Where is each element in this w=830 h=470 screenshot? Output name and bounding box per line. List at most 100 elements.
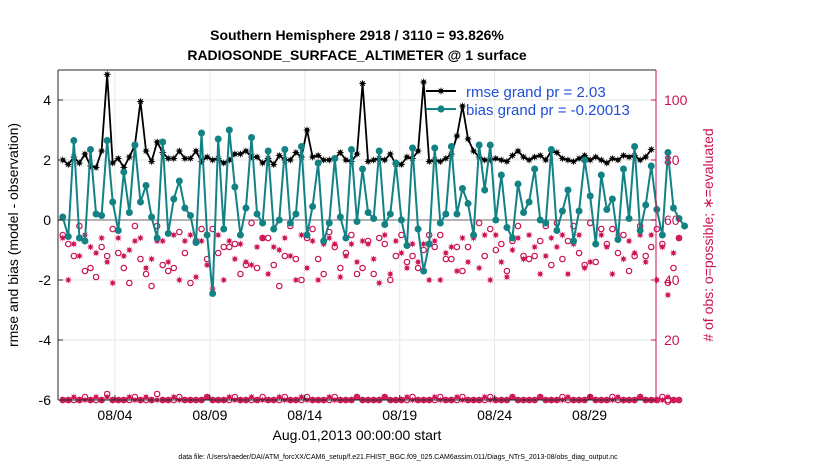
obs-evaluated-point [325, 234, 334, 242]
obs-possible-point [492, 246, 500, 254]
bias-point [109, 198, 117, 206]
bias-point [59, 213, 67, 221]
obs-possible-point [481, 252, 488, 260]
x-axis-ticks: 08/04 08/09 08/14 08/19 08/24 08/29 [97, 395, 607, 423]
bias-point [331, 155, 339, 162]
obs-evaluated-point [242, 258, 250, 266]
bias-point [636, 227, 644, 234]
rmse-point [97, 147, 106, 155]
rmse-point [380, 156, 389, 164]
y-tick-label-right: 60 [664, 212, 680, 228]
obs-evaluated-point [436, 276, 445, 284]
obs-evaluated-point [480, 231, 489, 239]
rmse-point [608, 154, 617, 163]
obs-evaluated-point [214, 231, 222, 239]
rmse-point [613, 156, 622, 164]
rmse-point [358, 79, 367, 88]
bias-series [59, 126, 689, 297]
bias-point [520, 209, 528, 216]
bias-point [186, 212, 194, 219]
bias-point [570, 237, 578, 245]
rmse-point [414, 147, 423, 155]
obs-possible-point [87, 264, 94, 272]
obs-possible-point [348, 231, 355, 239]
obs-possible-point [359, 264, 366, 272]
rmse-point [647, 145, 656, 154]
obs-evaluated-point [530, 243, 539, 251]
bias-point [681, 222, 689, 230]
bias-point [347, 146, 355, 153]
rmse-point [536, 151, 545, 160]
obs-evaluated-point [181, 237, 189, 245]
bias-point [436, 219, 444, 227]
bias-point [497, 171, 505, 179]
bias-point [181, 204, 189, 212]
bias-point [198, 129, 206, 137]
obs-count-markers [58, 219, 683, 299]
bias-point [558, 207, 566, 215]
obs-possible-point [536, 237, 544, 245]
bias-point [270, 225, 278, 233]
obs-evaluated-point [142, 264, 150, 272]
bias-point [92, 210, 100, 218]
bias-point [642, 201, 650, 209]
obs-evaluated-point [275, 393, 284, 401]
obs-evaluated-point [675, 234, 683, 242]
bias-point [164, 230, 172, 237]
bias-point [214, 135, 222, 143]
rmse-point [508, 151, 517, 160]
bias-point [75, 234, 83, 242]
obs-possible-point [475, 219, 483, 227]
rmse-point [186, 154, 195, 163]
obs-evaluated-point [114, 234, 123, 242]
rmse-point [497, 156, 506, 164]
y-tick-label-right: 40 [664, 272, 680, 288]
bias-point [614, 236, 622, 243]
obs-evaluated-point [64, 276, 73, 284]
rmse-point [452, 132, 461, 140]
obs-possible-point [248, 219, 255, 227]
obs-possible-point [409, 252, 416, 260]
bias-point [148, 213, 156, 221]
rmse-point [636, 156, 645, 164]
obs-evaluated-point [225, 393, 234, 401]
bias-point [453, 210, 461, 218]
rmse-point [625, 153, 634, 161]
obs-evaluated-point [142, 393, 150, 401]
bias-point [364, 209, 372, 216]
obs-evaluated-point [247, 261, 256, 269]
rmse-point [502, 157, 511, 166]
obs-possible-point [92, 273, 100, 281]
bias-point [597, 171, 605, 179]
obs-evaluated-point [675, 396, 683, 404]
legend-rmse-marker [437, 87, 445, 95]
bias-point [581, 156, 589, 164]
obs-evaluated-point [397, 249, 406, 257]
obs-evaluated-point [386, 270, 395, 278]
rmse-point [169, 154, 178, 163]
bias-point [64, 233, 72, 240]
obs-possible-point [164, 267, 172, 275]
rmse-point [64, 160, 73, 169]
obs-possible-point [320, 270, 327, 278]
rmse-point [291, 148, 300, 157]
obs-evaluated-point [364, 240, 372, 248]
obs-evaluated-point [231, 255, 239, 263]
rmse-point [125, 153, 134, 161]
obs-possible-point [314, 255, 322, 263]
bias-point [531, 165, 539, 173]
obs-evaluated-point [430, 237, 439, 245]
y-tick-label-left: 0 [43, 212, 51, 228]
bias-point [397, 216, 405, 224]
obs-evaluated-point [497, 258, 506, 266]
rmse-point [325, 156, 334, 164]
obs-evaluated-point [380, 231, 389, 239]
bias-point [125, 209, 133, 216]
rmse-point [386, 150, 395, 158]
bias-point [175, 177, 183, 185]
y-tick-label-right: 20 [664, 332, 680, 348]
obs-evaluated-point [103, 393, 111, 401]
x-tick-label: 08/19 [382, 407, 417, 423]
obs-evaluated-point [608, 270, 617, 278]
rmse-point [641, 153, 650, 161]
